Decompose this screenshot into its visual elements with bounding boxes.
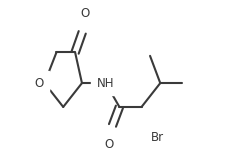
Text: O: O [104,138,113,151]
Text: Br: Br [150,131,163,144]
Text: O: O [34,77,43,90]
Text: O: O [80,7,90,20]
Text: NH: NH [97,77,114,90]
